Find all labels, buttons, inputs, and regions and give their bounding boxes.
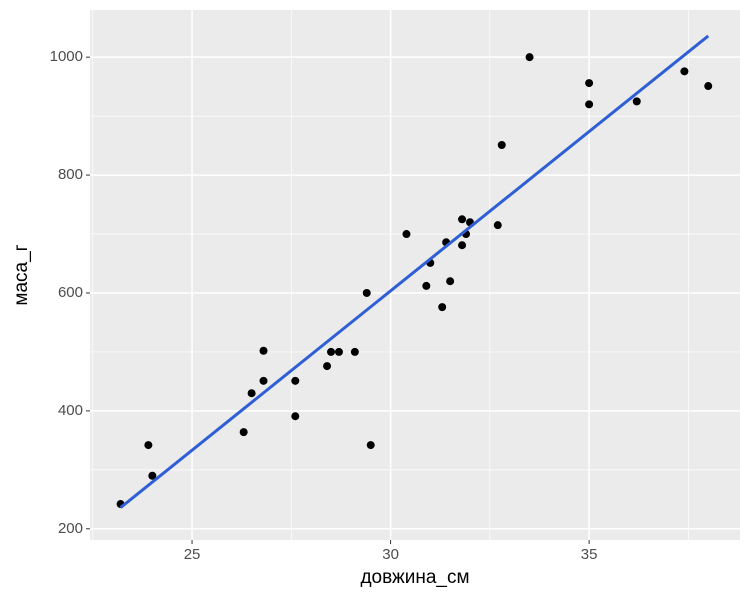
x-tick-label: 30 (382, 546, 399, 563)
x-tick-label: 35 (581, 546, 598, 563)
point (323, 362, 332, 371)
point (632, 97, 641, 106)
point (585, 100, 594, 109)
fit-line (119, 34, 710, 509)
point (525, 53, 534, 62)
point (422, 281, 431, 290)
point (334, 347, 343, 356)
point (458, 215, 467, 224)
y-tick-label: 200 (58, 520, 83, 537)
point (247, 389, 256, 398)
point (585, 79, 594, 88)
point (446, 277, 455, 286)
point (291, 376, 300, 385)
x-axis-title: довжина_см (360, 567, 469, 588)
point (704, 82, 713, 91)
y-tick-label: 600 (58, 284, 83, 301)
grid (90, 10, 740, 540)
point (438, 303, 447, 312)
point (291, 412, 300, 421)
point (327, 347, 336, 356)
y-axis-title: маса_г (11, 244, 32, 305)
y-tick-label: 1000 (50, 48, 83, 65)
marks (116, 34, 713, 509)
point (362, 288, 371, 297)
point (259, 346, 268, 355)
point (350, 347, 359, 356)
y-tick-label: 800 (58, 166, 83, 183)
point (402, 230, 411, 239)
point (259, 376, 268, 385)
point (497, 141, 506, 150)
y-tick-label: 400 (58, 402, 83, 419)
point (144, 441, 153, 450)
point (680, 67, 689, 76)
point (493, 221, 502, 230)
point (366, 441, 375, 450)
point (148, 471, 157, 480)
point (239, 428, 248, 437)
point (458, 241, 467, 250)
x-tick-label: 25 (184, 546, 201, 563)
